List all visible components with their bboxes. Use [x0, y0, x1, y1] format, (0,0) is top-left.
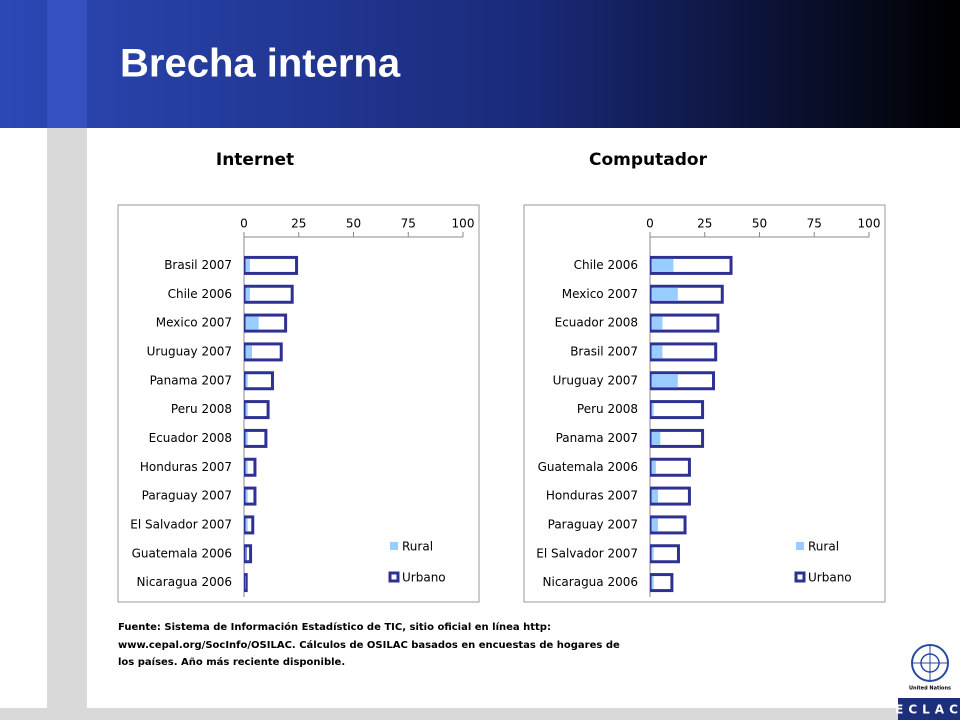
x-tick-label: 50	[752, 217, 767, 231]
slide-title: Brecha interna	[120, 42, 401, 86]
bar-rural	[246, 403, 248, 416]
source-line: www.cepal.org/SocInfo/OSILAC. Cálculos d…	[118, 639, 620, 651]
logo-text: ECLAC	[895, 703, 960, 717]
x-tick-label: 0	[646, 217, 654, 231]
logo-caption: United Nations	[909, 686, 951, 692]
x-tick-label: 0	[240, 217, 248, 231]
bar-rural	[652, 490, 659, 503]
legend-label: Urbano	[402, 571, 446, 585]
bar-urbano	[246, 286, 293, 302]
y-tick-label: Ecuador 2008	[149, 431, 232, 445]
y-tick-label: Guatemala 2006	[538, 460, 638, 474]
bar-urbano	[246, 430, 266, 446]
legend-label: Rural	[402, 540, 433, 554]
y-tick-label: Peru 2008	[171, 402, 232, 416]
x-tick-label: 100	[452, 217, 475, 231]
y-tick-label: Honduras 2007	[546, 489, 638, 503]
y-tick-label: Panama 2007	[556, 431, 638, 445]
source-line: Fuente: Sistema de Información Estadísti…	[118, 621, 551, 633]
bottom-strip	[0, 708, 960, 720]
bar-rural	[652, 461, 656, 474]
bar-rural	[246, 547, 247, 560]
y-tick-label: El Salvador 2007	[536, 546, 638, 560]
y-tick-label: Guatemala 2006	[132, 546, 232, 560]
y-tick-label: Uruguay 2007	[147, 344, 232, 358]
bar-rural	[652, 317, 663, 330]
bar-rural	[652, 288, 678, 301]
x-tick-label: 100	[858, 217, 881, 231]
legend-swatch	[390, 573, 398, 581]
y-tick-label: El Salvador 2007	[130, 517, 232, 531]
y-tick-label: Uruguay 2007	[553, 373, 638, 387]
y-tick-label: Mexico 2007	[156, 316, 232, 330]
bar-rural	[246, 345, 253, 358]
bar-rural	[652, 345, 663, 358]
bar-urbano	[246, 257, 297, 273]
bar-rural	[246, 374, 248, 387]
y-tick-label: Brasil 2007	[570, 344, 638, 358]
chart-title: Internet	[216, 150, 294, 170]
chart-title: Computador	[589, 150, 708, 170]
x-tick-label: 75	[401, 217, 416, 231]
x-tick-label: 50	[346, 217, 361, 231]
legend-label: Urbano	[808, 571, 852, 585]
bar-urbano	[246, 373, 273, 389]
y-tick-label: Chile 2006	[574, 258, 638, 272]
bar-rural	[246, 259, 250, 272]
x-tick-label: 25	[697, 217, 712, 231]
bar-urbano	[246, 402, 269, 418]
bar-rural	[246, 518, 248, 531]
y-tick-label: Mexico 2007	[562, 287, 638, 301]
bar-rural	[652, 259, 674, 272]
bar-rural	[652, 576, 654, 589]
source-line: los países. Año más reciente disponible.	[118, 656, 345, 668]
bar-rural	[652, 403, 654, 416]
y-tick-label: Panama 2007	[150, 373, 232, 387]
bar-rural	[652, 518, 659, 531]
x-tick-label: 75	[807, 217, 822, 231]
bar-urbano	[652, 546, 679, 562]
y-tick-label: Honduras 2007	[140, 460, 232, 474]
un-logo	[912, 645, 948, 681]
bar-rural	[246, 317, 259, 330]
x-tick-label: 25	[291, 217, 306, 231]
legend-swatch	[796, 573, 804, 581]
legend-swatch	[390, 542, 398, 550]
y-tick-label: Ecuador 2008	[555, 316, 638, 330]
bar-rural	[652, 374, 678, 387]
bar-rural	[246, 461, 248, 474]
legend-swatch	[796, 542, 804, 550]
y-tick-label: Paraguay 2007	[548, 517, 638, 531]
bar-urbano	[652, 575, 672, 591]
bar-rural	[246, 288, 250, 301]
y-tick-label: Chile 2006	[168, 287, 232, 301]
y-tick-label: Peru 2008	[577, 402, 638, 416]
banner-strip	[47, 0, 87, 128]
y-tick-label: Nicaragua 2006	[543, 575, 638, 589]
bar-rural	[652, 547, 654, 560]
y-tick-label: Paraguay 2007	[142, 489, 232, 503]
bar-rural	[246, 432, 248, 445]
y-tick-label: Brasil 2007	[164, 258, 232, 272]
bar-urbano	[652, 459, 690, 475]
bar-rural	[652, 432, 661, 445]
legend-label: Rural	[808, 540, 839, 554]
bar-urbano	[652, 402, 703, 418]
bar-rural	[246, 490, 248, 503]
y-tick-label: Nicaragua 2006	[137, 575, 232, 589]
